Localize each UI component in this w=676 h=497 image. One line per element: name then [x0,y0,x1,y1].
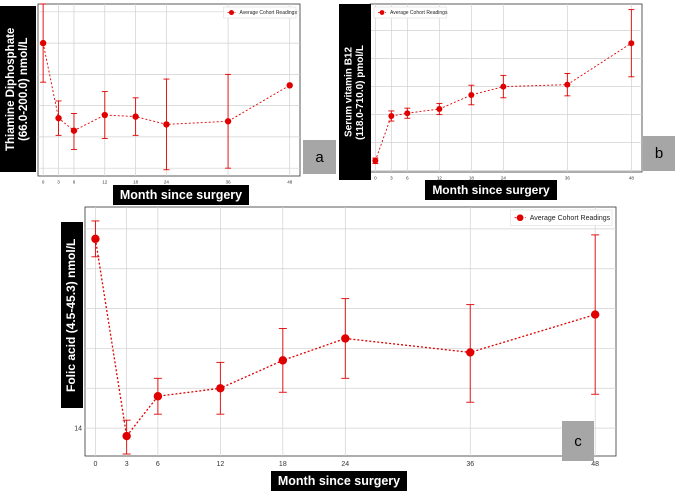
chart-panel-b: 0361218243648800700600500400300Average C… [340,0,676,206]
chart-b-data-point [500,83,507,90]
chart-c-xtick-label: 12 [216,461,224,468]
chart-a-xlabel: Month since surgery [113,185,249,205]
chart-b-xtick-label: 18 [469,176,475,181]
chart-a-ylabel: Thiamine Diphosphate (66.0-200.0) nmol/L [0,6,36,172]
chart-a-legend-label: Average Cohort Readings [240,10,298,16]
chart-c-legend-marker [516,214,524,222]
chart-b-legend [373,6,447,19]
chart-a-series-line [42,43,290,132]
chart-a-xtick-label: 0 [42,180,45,185]
chart-c-series-line [94,238,596,438]
chart-b-legend-marker [379,10,385,15]
chart-b-data-point [436,106,443,112]
chart-b-xtick-label: 12 [437,176,443,181]
chart-c-legend-label: Average Cohort Readings [530,215,611,222]
chart-panel-a: 0361218243648220200180160140120Average C… [0,0,338,206]
chart-c-plot-frame [84,206,617,457]
chart-b-series-line [374,42,632,161]
chart-c-data-point [122,431,131,441]
chart-b-panel-tag: b [643,136,675,171]
chart-c-legend [510,209,613,226]
chart-a-legend [223,6,297,19]
chart-a-data-point [224,118,232,125]
chart-a-xtick-label: 36 [226,180,232,185]
chart-c-xlabel: Month since surgery [271,471,407,491]
chart-c-xtick-label: 3 [125,461,129,468]
chart-c-ylabel: Folic acid (4.5-45.3) nmol/L [61,222,83,408]
chart-c-data-point [216,384,225,393]
chart-c-data-point [153,392,163,401]
chart-a-xtick-label: 18 [133,180,139,185]
chart-b-xtick-label: 3 [390,176,393,181]
chart-b-xtick-label: 48 [629,176,635,181]
chart-a-xtick-label: 48 [287,180,293,185]
chart-c-xtick-label: 6 [156,461,160,468]
chart-c-xtick-label: 24 [341,461,349,468]
chart-b-svg: 0361218243648800700600500400300Average C… [359,3,643,181]
chart-a-plot-frame [37,3,301,177]
chart-b-legend-label: Average Cohort Readings [390,10,448,16]
chart-c-xtick-label: 36 [466,461,474,468]
chart-b-xtick-label: 36 [565,176,571,181]
chart-c-xtick-label: 0 [93,461,97,468]
chart-a-data-point [101,111,108,119]
chart-a-data-point [132,113,139,120]
chart-a-xtick-label: 3 [57,180,60,185]
chart-panel-c: 03612182436482408614Average Cohort Readi… [60,200,676,492]
chart-a-xtick-label: 6 [73,180,76,185]
chart-c-ytick-label: 14 [74,425,82,432]
chart-a-data-point [55,114,62,122]
chart-a-data-point [163,121,170,128]
chart-c-svg: 03612182436482408614Average Cohort Readi… [74,206,617,468]
chart-c-panel-tag: c [562,421,594,461]
chart-b-data-point [628,40,635,47]
chart-c-data-point [91,234,100,244]
chart-b-xtick-label: 24 [501,176,507,181]
chart-a-svg: 0361218243648220200180160140120Average C… [27,3,301,185]
chart-b-data-point [372,157,379,164]
chart-c-data-point [341,334,350,343]
chart-c-data-point [590,310,600,319]
chart-c-xtick-label: 18 [279,461,287,468]
chart-b-ylabel: Serum vitamin B12 (118.0-710.0) pmol/L [339,4,371,180]
chart-a-panel-tag: a [303,140,336,174]
chart-b-plot-frame [369,3,643,173]
chart-b-xtick-label: 0 [374,176,377,181]
chart-b-data-point [564,81,571,88]
chart-a-data-point [70,127,78,134]
chart-c-data-point [278,356,288,365]
chart-b-xlabel: Month since surgery [425,180,557,200]
chart-a-data-point [286,82,293,89]
chart-b-data-point [388,113,395,119]
chart-a-xtick-label: 12 [102,180,108,185]
chart-a-legend-marker [228,9,235,16]
chart-b-xtick-label: 6 [406,176,409,181]
chart-c-data-point [466,348,475,357]
chart-a-data-point [39,39,47,47]
chart-a-ylabel-text: Thiamine Diphosphate (66.0-200.0) nmol/L [4,27,30,151]
chart-b-data-point [468,92,475,98]
chart-c-xtick-label: 48 [591,461,599,468]
chart-a-xtick-label: 24 [164,180,170,185]
chart-b-data-point [404,110,411,117]
